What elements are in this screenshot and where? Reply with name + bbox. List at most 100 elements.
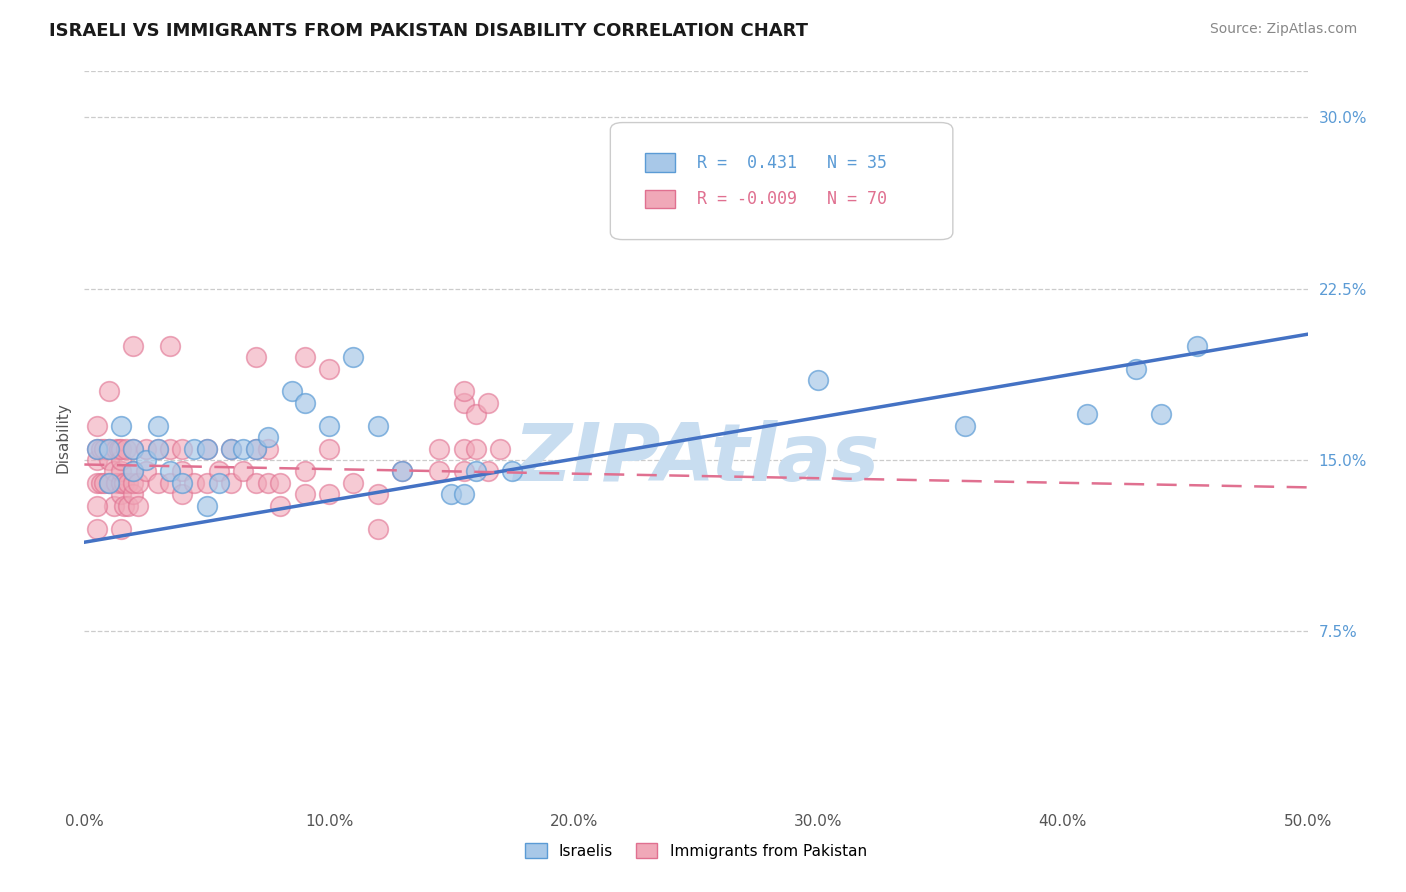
Point	[117, 499, 139, 513]
Point	[97, 475, 120, 490]
Point	[146, 418, 169, 433]
Point	[257, 475, 280, 490]
Point	[97, 442, 120, 456]
Point	[281, 384, 304, 399]
Point	[453, 384, 475, 399]
Point	[97, 475, 120, 490]
Point	[97, 442, 120, 456]
Point	[105, 475, 128, 490]
Point	[219, 442, 242, 456]
Point	[86, 442, 108, 456]
Point	[391, 464, 413, 478]
Point	[122, 487, 145, 501]
Point	[232, 442, 254, 456]
Point	[477, 396, 499, 410]
Point	[122, 442, 145, 456]
Point	[342, 475, 364, 490]
Point	[135, 464, 157, 478]
Point	[318, 418, 340, 433]
Point	[86, 475, 108, 490]
Text: Source: ZipAtlas.com: Source: ZipAtlas.com	[1209, 22, 1357, 37]
Point	[122, 338, 145, 352]
Point	[208, 464, 231, 478]
Point	[219, 442, 242, 456]
Point	[110, 453, 132, 467]
Point	[489, 442, 512, 456]
Point	[427, 442, 450, 456]
Point	[172, 464, 194, 478]
Point	[294, 396, 316, 410]
Point	[195, 499, 218, 513]
Point	[195, 442, 218, 456]
Point	[105, 442, 128, 456]
Point	[502, 464, 524, 478]
Point	[1187, 338, 1209, 352]
Point	[342, 350, 364, 364]
Point	[159, 338, 181, 352]
Point	[122, 442, 145, 456]
Point	[86, 418, 108, 433]
Point	[269, 475, 291, 490]
Point	[453, 442, 475, 456]
Point	[112, 475, 135, 490]
Point	[97, 453, 120, 467]
Point	[86, 521, 108, 535]
Point	[93, 442, 115, 456]
Point	[257, 430, 280, 444]
Point	[110, 418, 132, 433]
Point	[146, 442, 169, 456]
Point	[110, 521, 132, 535]
Point	[117, 475, 139, 490]
Point	[1076, 407, 1098, 421]
Text: ZIPAtlas: ZIPAtlas	[513, 420, 879, 498]
Point	[135, 442, 157, 456]
Point	[115, 442, 138, 456]
Point	[159, 475, 181, 490]
Text: R = -0.009   N = 70: R = -0.009 N = 70	[697, 190, 887, 209]
Point	[86, 499, 108, 513]
Point	[97, 384, 120, 399]
Point	[159, 442, 181, 456]
Point	[294, 487, 316, 501]
Point	[127, 499, 149, 513]
Point	[208, 475, 231, 490]
Point	[953, 418, 976, 433]
Text: R =  0.431   N = 35: R = 0.431 N = 35	[697, 153, 887, 172]
Point	[453, 487, 475, 501]
Point	[219, 475, 242, 490]
Point	[110, 475, 132, 490]
Point	[127, 475, 149, 490]
Text: ISRAELI VS IMMIGRANTS FROM PAKISTAN DISABILITY CORRELATION CHART: ISRAELI VS IMMIGRANTS FROM PAKISTAN DISA…	[49, 22, 808, 40]
Point	[464, 464, 486, 478]
Point	[135, 453, 157, 467]
Point	[195, 442, 218, 456]
FancyBboxPatch shape	[644, 153, 675, 171]
Point	[172, 475, 194, 490]
Point	[245, 350, 267, 364]
Point	[146, 475, 169, 490]
Point	[86, 453, 108, 467]
Point	[1125, 361, 1147, 376]
Point	[110, 464, 132, 478]
Point	[294, 464, 316, 478]
Point	[107, 442, 129, 456]
Point	[183, 442, 205, 456]
Point	[318, 442, 340, 456]
Point	[103, 499, 125, 513]
Point	[257, 442, 280, 456]
Point	[440, 487, 463, 501]
Point	[110, 442, 132, 456]
Point	[391, 464, 413, 478]
Point	[146, 442, 169, 456]
Point	[122, 464, 145, 478]
FancyBboxPatch shape	[610, 122, 953, 240]
Point	[159, 464, 181, 478]
Legend: Israelis, Immigrants from Pakistan: Israelis, Immigrants from Pakistan	[519, 837, 873, 864]
Point	[464, 407, 486, 421]
Point	[245, 475, 267, 490]
Point	[477, 464, 499, 478]
Point	[172, 442, 194, 456]
Point	[427, 464, 450, 478]
Point	[294, 350, 316, 364]
Point	[86, 442, 108, 456]
